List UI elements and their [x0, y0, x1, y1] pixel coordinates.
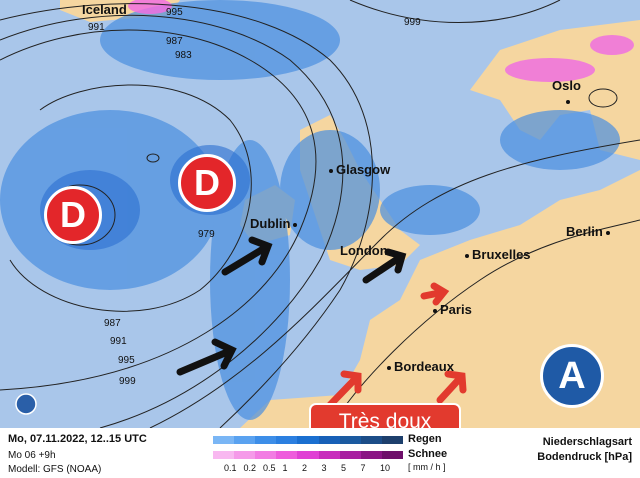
city-bruxelles: Bruxelles: [462, 247, 531, 262]
snow-color-scale: [213, 451, 403, 459]
legend-title-pressure: Bodendruck [hPa]: [537, 451, 632, 463]
scale-swatch: [339, 436, 361, 444]
scale-tick: 3: [321, 463, 327, 473]
isobar-label: 995: [118, 355, 135, 366]
scale-tick: 2: [302, 463, 308, 473]
city-bordeaux: Bordeaux: [384, 359, 454, 374]
scale-swatch: [360, 436, 382, 444]
scale-tick: 1: [282, 463, 288, 473]
scale-swatch: [339, 451, 361, 459]
scale-swatch: [276, 451, 298, 459]
scale-swatch: [213, 436, 235, 444]
model-name: Modell: GFS (NOAA): [8, 464, 102, 475]
forecast-run: Mo 06 +9h: [8, 450, 56, 461]
scale-swatch: [297, 436, 319, 444]
scale-tick: 0.5: [263, 463, 276, 473]
scale-swatch: [255, 451, 277, 459]
scale-tick: 5: [341, 463, 347, 473]
isobar-label: 999: [119, 376, 136, 387]
city-london: London: [340, 243, 398, 258]
low-pressure-marker: D: [44, 186, 102, 244]
scale-swatch: [234, 436, 256, 444]
scale-swatch: [318, 436, 340, 444]
forecast-date: Mo, 07.11.2022, 12..15 UTC: [8, 433, 147, 445]
annotation-tres-doux: Très doux: [309, 403, 461, 428]
isobar-label: 995: [166, 7, 183, 18]
scale-swatch: [381, 451, 403, 459]
scale-swatch: [360, 451, 382, 459]
scale-tick: 10: [380, 463, 391, 473]
weather-map: Iceland Oslo Glasgow Dublin London Bruxe…: [0, 0, 640, 428]
wind-arrows: [176, 236, 407, 376]
city-oslo: Oslo: [552, 78, 581, 108]
scale-swatch: [234, 451, 256, 459]
isobar-label: 987: [166, 36, 183, 47]
isobar-label: 991: [88, 22, 105, 33]
legend-title-precip-type: Niederschlagsart: [542, 436, 632, 448]
isobar-label: 983: [175, 50, 192, 61]
rain-label: Regen: [408, 433, 442, 445]
globe-icon[interactable]: [15, 393, 37, 415]
snow-label: Schnee: [408, 448, 448, 460]
isobar-label: 999: [404, 17, 421, 28]
city-glasgow: Glasgow: [326, 162, 390, 177]
low-pressure-marker: D: [178, 154, 236, 212]
rain-color-scale: [213, 436, 403, 444]
scale-swatch: [318, 451, 340, 459]
scale-swatch: [276, 436, 298, 444]
city-berlin: Berlin: [566, 224, 613, 239]
isobar-label: 987: [104, 318, 121, 329]
city-paris: Paris: [430, 302, 472, 317]
city-dublin: Dublin: [250, 216, 300, 231]
scale-swatch: [381, 436, 403, 444]
snow-areas: [128, 0, 634, 82]
city-iceland: Iceland: [82, 2, 127, 17]
scale-tick: 0.1: [224, 463, 237, 473]
warm-arrows: [326, 282, 467, 409]
scale-tick: 7: [360, 463, 366, 473]
scale-swatch: [297, 451, 319, 459]
scale-tick: 0.2: [243, 463, 257, 473]
high-pressure-marker: A: [540, 344, 604, 408]
isobar-label: 991: [110, 336, 127, 347]
legend-footer: Mo, 07.11.2022, 12..15 UTC Mo 06 +9h Mod…: [0, 428, 640, 478]
unit-label: [ mm / h ]: [408, 462, 446, 472]
isobar-label: 979: [198, 229, 215, 240]
scale-swatch: [255, 436, 277, 444]
scale-swatch: [213, 451, 235, 459]
